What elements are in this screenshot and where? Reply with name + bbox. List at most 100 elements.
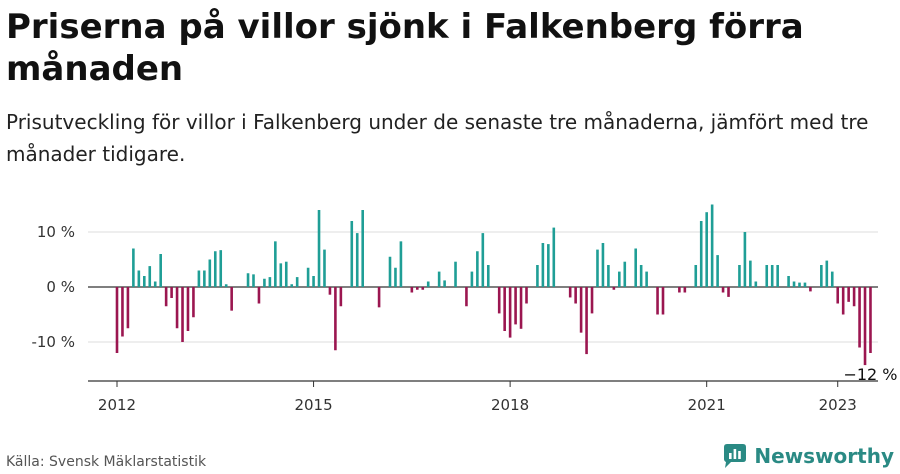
bar <box>219 250 223 287</box>
bar <box>279 263 283 287</box>
bar <box>754 281 758 287</box>
bar <box>809 287 812 292</box>
bar <box>181 287 184 342</box>
bar <box>770 265 774 287</box>
axis-labels: 10 % 0 % -10 % 2012 2015 2018 2021 2023 −12 % <box>31 223 897 414</box>
bar <box>121 287 124 337</box>
bar-series <box>115 204 872 366</box>
brand-logo: Newsworthy <box>722 442 894 470</box>
bar <box>721 287 725 293</box>
bar <box>208 259 212 287</box>
bar <box>317 210 321 287</box>
bar <box>334 287 337 351</box>
bar <box>137 270 141 287</box>
bar <box>481 233 485 287</box>
x-tick-label: 2021 <box>688 396 726 414</box>
y-tick-label: -10 % <box>31 333 75 351</box>
bar <box>230 287 233 311</box>
bar <box>568 287 572 298</box>
bar <box>519 287 523 329</box>
bar <box>263 278 266 287</box>
bar <box>820 265 823 287</box>
bar <box>323 249 326 287</box>
y-tick-label: 0 % <box>46 278 75 296</box>
bar <box>126 287 130 329</box>
bar <box>803 282 807 287</box>
bar <box>388 256 392 287</box>
bar <box>306 267 310 287</box>
bar <box>699 221 703 287</box>
bar <box>634 248 637 287</box>
bar <box>743 232 747 287</box>
bar <box>399 241 403 287</box>
chart-subtitle: Prisutveckling för villor i Falkenberg u… <box>6 110 869 166</box>
bar <box>738 265 741 287</box>
bar <box>394 267 397 287</box>
bar <box>268 277 272 287</box>
bar <box>536 265 539 287</box>
bar <box>143 276 146 287</box>
bar <box>596 249 599 287</box>
newsworthy-logo-icon <box>724 444 747 468</box>
last-value-label: −12 % <box>843 365 897 384</box>
bar <box>224 284 228 287</box>
bar <box>159 254 162 287</box>
bar <box>175 287 179 329</box>
bar <box>618 271 621 287</box>
bar <box>274 241 277 287</box>
bar <box>197 270 201 287</box>
bar <box>552 227 556 287</box>
x-tick-label: 2018 <box>491 396 529 414</box>
bar <box>830 271 834 287</box>
bar <box>798 282 801 287</box>
bar <box>328 287 332 295</box>
bar <box>115 287 119 353</box>
bar <box>836 287 840 304</box>
bar <box>339 287 343 307</box>
bar <box>852 287 856 307</box>
bar <box>656 287 659 315</box>
bar <box>863 287 867 366</box>
bar <box>350 221 354 287</box>
bar <box>765 265 769 287</box>
bar <box>203 270 206 287</box>
bar <box>148 266 152 287</box>
x-tick-label: 2023 <box>819 396 857 414</box>
bar <box>710 204 714 287</box>
bar <box>410 287 414 293</box>
bar <box>355 233 359 287</box>
bar <box>612 287 616 290</box>
bar <box>454 261 457 287</box>
bar <box>257 287 261 304</box>
chart-title: Priserna på villor sjönk i Falkenberg fö… <box>6 7 804 89</box>
bar <box>525 287 528 304</box>
bar <box>476 251 479 287</box>
bar <box>252 274 255 287</box>
bar <box>787 276 790 287</box>
y-tick-label: 10 % <box>37 223 75 241</box>
bar <box>164 287 168 307</box>
bar <box>153 281 157 287</box>
bar <box>132 248 135 287</box>
bar <box>443 280 446 287</box>
bar <box>590 287 594 314</box>
bar <box>547 244 550 287</box>
bar <box>290 284 294 287</box>
bar <box>497 287 501 314</box>
bar <box>579 287 583 333</box>
bar <box>607 265 610 287</box>
bar <box>574 287 577 304</box>
bar <box>645 271 648 287</box>
bar <box>841 287 845 315</box>
bar <box>639 265 643 287</box>
bar <box>678 287 681 293</box>
bar <box>312 276 315 287</box>
bar <box>869 287 872 353</box>
bar <box>623 261 627 287</box>
bar <box>186 287 190 331</box>
bar <box>749 260 752 287</box>
bar <box>470 271 474 287</box>
bar <box>426 281 430 287</box>
bar <box>295 277 299 287</box>
bar <box>858 287 861 348</box>
